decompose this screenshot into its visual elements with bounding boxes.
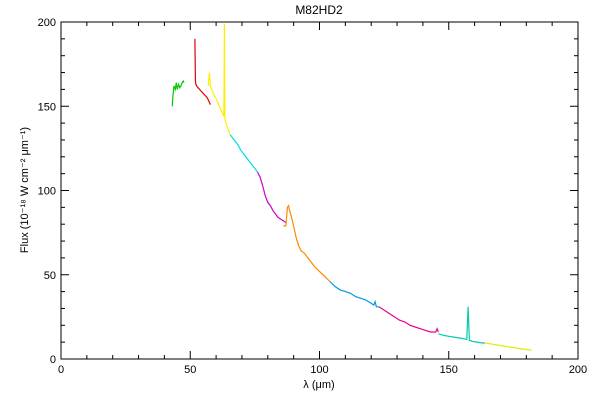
y-axis-label: Flux (10⁻¹⁸ W cm⁻² μm⁻¹) <box>19 127 31 253</box>
y-tick-label: 50 <box>44 270 56 282</box>
y-tick-label: 200 <box>38 17 56 29</box>
spectrum-segment-2 <box>194 38 211 105</box>
x-tick-label: 150 <box>440 364 458 376</box>
spectrum-segment-9 <box>438 306 485 344</box>
x-tick-label: 50 <box>184 364 196 376</box>
y-tick-label: 0 <box>50 354 56 366</box>
spectrum-segment-10 <box>484 342 532 351</box>
x-tick-label: 100 <box>310 364 328 376</box>
y-tick-label: 100 <box>38 186 56 198</box>
data-series-group <box>171 23 532 351</box>
plot-frame <box>60 21 579 360</box>
spectrum-segment-6 <box>283 204 331 282</box>
spectrum-segment-8 <box>378 306 439 333</box>
spectrum-segment-7 <box>329 281 379 308</box>
axis-ticks <box>60 21 579 360</box>
y-tick-label: 150 <box>38 101 56 113</box>
x-axis-label: λ (μm) <box>303 379 334 391</box>
spectrum-segment-1 <box>171 79 185 107</box>
spectrum-segment-3 <box>207 23 231 136</box>
x-tick-label: 0 <box>58 364 64 376</box>
spectrum-segment-4 <box>229 134 258 173</box>
chart-title: M82HD2 <box>295 3 343 17</box>
x-tick-label: 200 <box>569 364 587 376</box>
spectrum-segment-5 <box>256 171 287 224</box>
axis-tick-labels: 0 50 100 150 200 0 50 100 150 200 <box>38 17 588 376</box>
